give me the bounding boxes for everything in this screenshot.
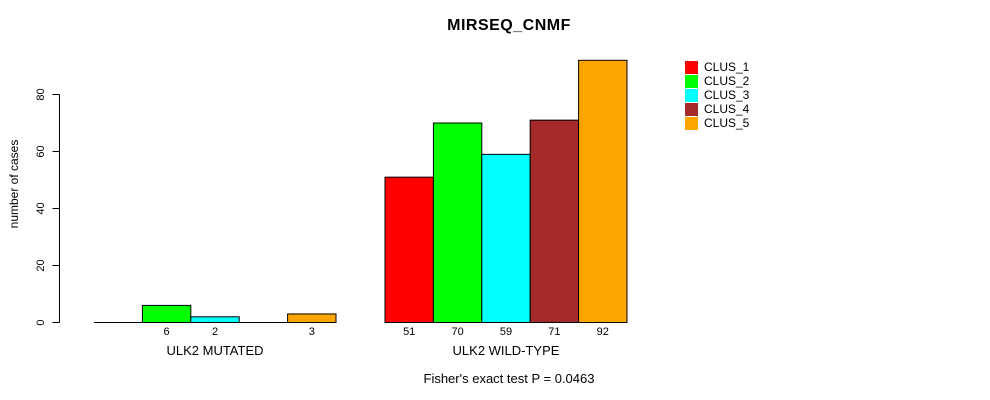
chart-title: MIRSEQ_CNMF [447,17,571,34]
legend-swatch-icon [685,60,698,74]
bar-clus_3 [481,153,531,323]
bar-clus_4 [529,119,580,324]
y-tick-label: 40 [35,202,47,214]
legend-label: CLUS_4 [704,101,750,116]
y-tick-label: 0 [35,319,47,325]
bar-clus_2 [432,122,483,323]
bar-value-label: 70 [451,326,463,338]
legend-swatch-icon [685,74,698,88]
legend-item-clus_3: CLUS_3 [685,88,749,102]
legend-item-clus_5: CLUS_5 [685,116,749,130]
group-label-wild-type: ULK2 WILD-TYPE [452,343,560,358]
bar-value-label: 6 [164,326,170,338]
legend-swatch-icon [685,116,698,130]
legend-label: CLUS_1 [704,59,750,74]
y-tick-label: 80 [35,88,47,100]
legend: CLUS_1 CLUS_2 CLUS_3 CLUS_4 CLUS_5 [685,60,749,130]
legend-swatch-icon [685,102,698,116]
bar-value-label: 2 [212,326,218,338]
bar-value-label: 59 [500,326,512,338]
y-tick-label: 20 [35,259,47,271]
legend-item-clus_4: CLUS_4 [685,102,749,116]
y-tick-label: 60 [35,145,47,157]
legend-label: CLUS_5 [704,115,750,130]
legend-label: CLUS_2 [704,73,750,88]
bar-value-label: 71 [548,326,560,338]
group-label-mutated: ULK2 MUTATED [166,343,264,358]
legend-item-clus_2: CLUS_2 [685,74,749,88]
legend-swatch-icon [685,88,698,102]
bar-value-label: 3 [309,326,315,338]
bar-clus_5 [578,59,628,324]
bar-clus_5 [287,313,337,324]
bar-clus_2 [141,304,192,323]
bar-clus_1 [384,176,434,323]
bar-value-label: 92 [597,326,609,338]
legend-label: CLUS_3 [704,87,750,102]
fisher-test-annotation: Fisher's exact test P = 0.0463 [423,371,595,386]
legend-item-clus_1: CLUS_1 [685,60,749,74]
bar-clus_3 [190,316,240,323]
bar-value-label: 51 [403,326,415,338]
